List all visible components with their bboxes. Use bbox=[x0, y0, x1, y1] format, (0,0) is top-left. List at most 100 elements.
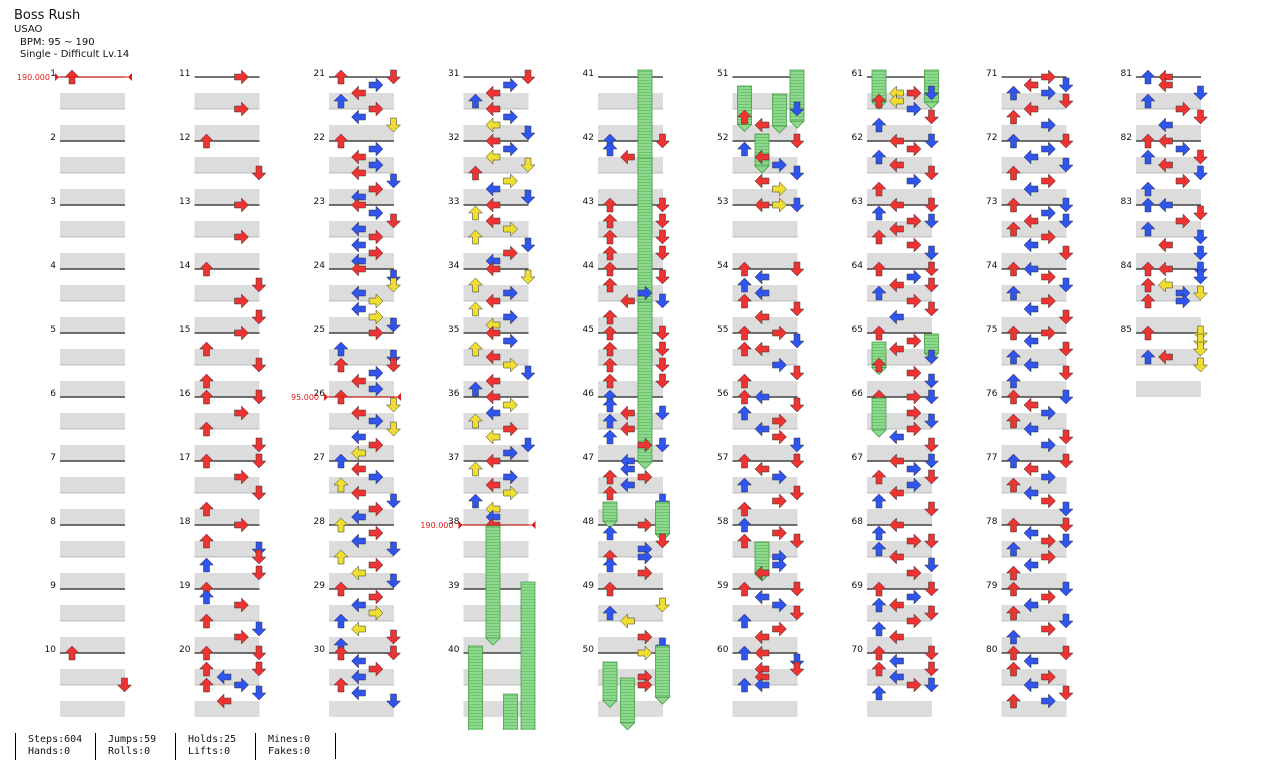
step-arrow bbox=[772, 525, 787, 541]
step-arrow bbox=[1175, 141, 1191, 157]
step-arrow bbox=[871, 357, 887, 373]
measure-stripe bbox=[329, 349, 394, 365]
step-arrow bbox=[1041, 173, 1056, 189]
step-arrow bbox=[906, 565, 922, 581]
measure-number: 37 bbox=[448, 453, 459, 463]
step-arrow bbox=[368, 229, 384, 245]
measure-number: 78 bbox=[986, 517, 998, 527]
step-arrow bbox=[1041, 549, 1056, 565]
measure-number: 41 bbox=[583, 69, 594, 79]
hold-note bbox=[654, 645, 671, 705]
measure-stripe bbox=[1001, 605, 1067, 621]
step-arrow bbox=[1023, 597, 1039, 613]
step-arrow bbox=[1041, 693, 1056, 709]
measure-block: 3 bbox=[50, 197, 125, 269]
step-arrow bbox=[923, 245, 940, 261]
step-arrow bbox=[485, 293, 501, 309]
measure-block: 15 bbox=[179, 325, 260, 397]
step-arrow bbox=[385, 317, 402, 333]
bpm-change-marker: 190.000 bbox=[17, 73, 132, 82]
measure-block: 36 bbox=[448, 389, 529, 461]
measure-stripe bbox=[867, 637, 932, 653]
step-arrow bbox=[754, 389, 770, 405]
step-arrow bbox=[736, 141, 753, 157]
measure-block: 31 bbox=[448, 69, 529, 141]
step-arrow bbox=[654, 229, 671, 245]
hold-tail bbox=[637, 461, 653, 470]
step-arrow bbox=[1192, 85, 1209, 101]
measure-block: 83 bbox=[1121, 197, 1201, 269]
step-arrow bbox=[1192, 229, 1209, 245]
measure-stripe bbox=[60, 285, 125, 301]
measure-number: 60 bbox=[717, 645, 729, 655]
measure-block: 68 bbox=[852, 517, 932, 589]
measure-block: 34 bbox=[448, 261, 529, 333]
step-arrow bbox=[871, 541, 887, 557]
step-arrow bbox=[1058, 645, 1074, 661]
measure-block: 61 bbox=[852, 69, 932, 141]
step-arrow bbox=[467, 205, 484, 221]
step-arrow bbox=[889, 93, 904, 109]
step-arrow bbox=[602, 373, 618, 389]
step-arrow bbox=[1192, 341, 1209, 357]
step-arrow bbox=[772, 157, 787, 173]
measure-number: 72 bbox=[986, 133, 997, 143]
step-arrow bbox=[368, 381, 384, 397]
step-arrow bbox=[1005, 629, 1022, 645]
step-arrow bbox=[234, 405, 249, 421]
step-arrow bbox=[871, 621, 887, 637]
step-arrow bbox=[351, 237, 366, 253]
step-arrow bbox=[368, 141, 384, 157]
measure-block: 5 bbox=[50, 325, 125, 397]
step-arrow bbox=[385, 573, 402, 589]
measure-stripe bbox=[1001, 189, 1067, 205]
step-arrow bbox=[1140, 69, 1156, 85]
step-arrow bbox=[351, 197, 366, 213]
step-arrow bbox=[772, 557, 787, 573]
step-arrow bbox=[485, 373, 501, 389]
step-arrow bbox=[1058, 157, 1074, 173]
step-arrow bbox=[602, 397, 618, 413]
step-arrow bbox=[889, 629, 904, 645]
step-arrow bbox=[1140, 293, 1156, 309]
measure-stripe bbox=[1136, 381, 1201, 397]
lifts-count: Lifts:0 bbox=[188, 746, 231, 757]
measure-number: 2 bbox=[50, 133, 56, 143]
step-arrow bbox=[736, 645, 753, 661]
bpm-label: 190.000 bbox=[420, 521, 453, 530]
step-arrow bbox=[871, 117, 887, 133]
step-arrow bbox=[485, 349, 501, 365]
measure-stripe bbox=[60, 605, 125, 621]
measure-block: 75 bbox=[986, 325, 1067, 397]
step-arrow bbox=[906, 677, 922, 693]
bpm-marker-left bbox=[55, 73, 59, 81]
measure-number: 20 bbox=[179, 645, 191, 655]
measure-stripe bbox=[598, 637, 663, 653]
measure-stripe bbox=[329, 701, 394, 717]
step-arrow bbox=[333, 677, 349, 693]
measure-number: 49 bbox=[583, 581, 595, 591]
measure-block: 37 bbox=[448, 453, 529, 525]
hold-note bbox=[619, 677, 636, 730]
hold-body bbox=[655, 501, 670, 535]
measure-number: 34 bbox=[448, 261, 460, 271]
hold-body bbox=[468, 645, 483, 730]
step-arrow bbox=[1058, 133, 1074, 149]
step-arrow bbox=[385, 277, 402, 293]
step-arrow bbox=[889, 157, 904, 173]
step-arrow bbox=[368, 501, 384, 517]
measure-number: 57 bbox=[717, 453, 728, 463]
measure-number: 5 bbox=[50, 325, 56, 335]
measure-number: 18 bbox=[179, 517, 191, 527]
step-arrow bbox=[520, 189, 536, 205]
step-arrow bbox=[198, 557, 215, 573]
measure-block: 6 bbox=[50, 389, 125, 461]
step-arrow bbox=[654, 325, 671, 341]
step-arrow bbox=[754, 173, 770, 189]
measure-block: 78 bbox=[986, 517, 1067, 589]
step-arrow bbox=[116, 677, 133, 693]
step-arrow bbox=[1041, 621, 1056, 637]
step-arrow bbox=[1041, 589, 1056, 605]
step-arrow bbox=[906, 141, 922, 157]
step-arrow bbox=[351, 429, 366, 445]
